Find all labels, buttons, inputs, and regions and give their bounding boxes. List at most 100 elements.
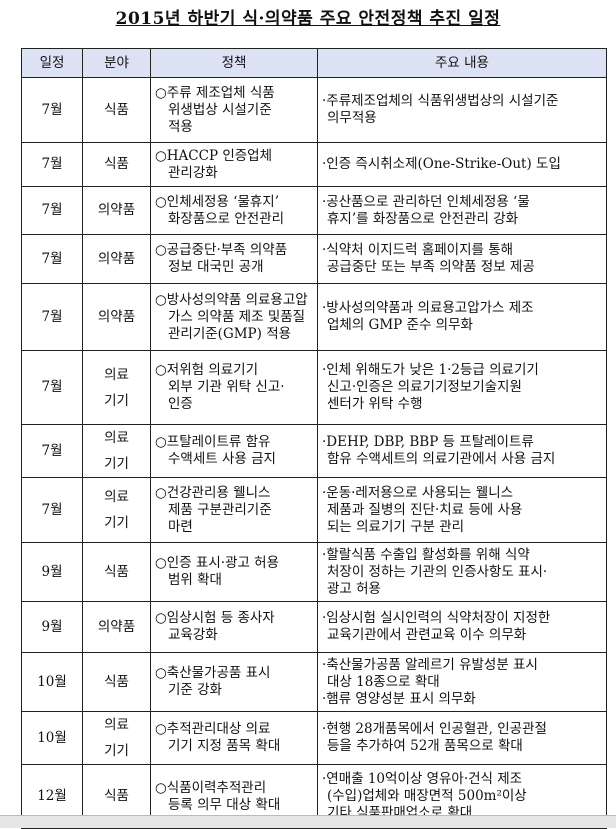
field-line: 식품 — [104, 673, 129, 690]
field-cell: 의약품 — [82, 186, 151, 235]
field-cell: 식품 — [82, 542, 151, 602]
policy-cell: ○인체세정용 ‘물휴지’ 화장품으로 안전관리 — [150, 186, 318, 235]
content-cell: ·주류제조업체의 식품위생법상의 시설기준 의무적용 — [317, 77, 607, 143]
content-line: 신고·인증은 의료기기정보기술지원 — [327, 379, 522, 395]
policy-cell: ○축산물가공품 표시 기준 강화 — [150, 652, 318, 712]
content-line: ·임상시험 실시인력의 식약처장이 지정한 — [322, 610, 551, 626]
content-line: 센터가 위탁 수행 — [327, 396, 423, 412]
policy-line: 관리강화 — [168, 164, 218, 181]
content-line: ·인증 즉시취소제(One-Strike-Out) 도입 — [322, 156, 561, 172]
content-line: 교육기관에서 관련교육 이수 의무화 — [327, 627, 527, 643]
field-cell: 식품 — [82, 142, 151, 187]
header-date: 일정 — [21, 48, 83, 78]
policy-line: 적용 — [168, 118, 193, 135]
table-row: 7월 의약품 ○인체세정용 ‘물휴지’ 화장품으로 안전관리 ·공산품으로 관리하던 인… — [21, 186, 607, 235]
table-row: 7월 식품 ○HACCP 인증업체 관리강화 ·인증 즉시취소제(One-Strike-… — [21, 142, 607, 187]
policy-line: 기준 강화 — [168, 682, 222, 698]
field-line: 의료 — [104, 489, 129, 505]
policy-line: 등록 의무 대상 확대 — [168, 796, 281, 813]
field-line: 의료 — [104, 430, 129, 446]
content-line: ·운동·레저용으로 사용되는 웰니스 — [322, 484, 514, 501]
policy-line: ○추적관리대상 의료 — [155, 721, 271, 737]
field-cell: 의약품 — [82, 234, 151, 284]
table-row: 7월 의약품 ○공급중단·부족 의약품 정보 대국민 공개 ·식약처 이지드럭 홈페이지… — [21, 234, 607, 284]
field-line: 식품 — [104, 101, 129, 118]
field-line: 식품 — [104, 156, 129, 172]
policy-line: 정보 대국민 공개 — [168, 259, 264, 275]
policy-cell: ○프탈레이트류 함유 수액세트 사용 금지 — [150, 424, 318, 478]
date-text: 10월 — [37, 673, 67, 690]
policy-line: ○주류 제조업체 식품 — [155, 84, 275, 101]
date-cell: 7월 — [21, 234, 83, 284]
document-title: 2015년 하반기 식·의약품 주요 안전정책 추진 일정 — [115, 9, 501, 29]
policy-line: 마련 — [168, 518, 193, 535]
policy-line: 범위 확대 — [168, 572, 222, 588]
content-cell: ·식약처 이지드럭 홈페이지를 통해 공급중단 또는 부족 의약품 정보 제공 — [317, 234, 607, 284]
policy-cell: ○주류 제조업체 식품 위생법상 시설기준 적용 — [150, 77, 318, 143]
policy-line: ○식품이력추적관리 — [155, 779, 267, 796]
field-line: 식품 — [104, 788, 129, 804]
content-line: ·축산물가공품 알레르기 유발성분 표시 — [322, 656, 538, 673]
field-line: 의약품 — [97, 250, 136, 267]
bottom-scroll-area — [0, 815, 616, 828]
content-cell: ·인증 즉시취소제(One-Strike-Out) 도입 — [317, 142, 607, 187]
content-line: ·햄류 영양성분 표시 의무화 — [322, 690, 476, 707]
policy-line: ○인체세정용 ‘물휴지’ — [155, 193, 280, 210]
policy-line: ○프탈레이트류 함유 — [155, 434, 271, 450]
content-line: 등을 추가하여 52개 품목으로 확대 — [327, 738, 523, 754]
content-cell: ·공산품으로 관리하던 인체세정용 ‘물 휴지’를 화장품으로 안전관리 강화 — [317, 186, 607, 235]
content-line: ·인체 위해도가 낮은 1·2등급 의료기기 — [322, 362, 539, 378]
table-row: 7월 의료 기기 ○프탈레이트류 함유 수액세트 사용 금지 ·DEHP, DBP, BB… — [21, 424, 607, 478]
policy-line: ○축산물가공품 표시 — [155, 665, 271, 681]
content-cell: ·운동·레저용으로 사용되는 웰니스 제품과 질병의 진단·치료 등에 사용 되는 … — [317, 477, 607, 543]
date-cell: 10월 — [21, 652, 83, 712]
content-line: 되는 의료기기 구분 관리 — [327, 518, 465, 535]
field-cell: 의약품 — [82, 283, 151, 351]
policy-line: 인증 — [168, 396, 193, 412]
field-cell: 의약품 — [82, 601, 151, 653]
content-line: ·DEHP, DBP, BBP 등 프탈레이트류 — [322, 434, 534, 450]
content-line: ·식약처 이지드럭 홈페이지를 통해 — [322, 242, 514, 258]
policy-line: 화장품으로 안전관리 — [168, 210, 285, 227]
policy-line: ○방사성의약품 의료용고압 — [155, 291, 308, 308]
field-cell: 식품 — [82, 77, 151, 143]
policy-line: ○임상시험 등 종사자 — [155, 610, 275, 626]
date-cell: 7월 — [21, 477, 83, 543]
content-line: 제품과 질병의 진단·치료 등에 사용 — [327, 501, 523, 518]
table-row: 7월 의료 기기 ○건강관리용 웰니스 제품 구분관리기준 마련 ·운동·레저용으로 사용되… — [21, 477, 607, 543]
policy-cell: ○저위험 의료기기 외부 기관 위탁 신고· 인증 — [150, 350, 318, 425]
table-row: 7월 식품 ○주류 제조업체 식품 위생법상 시설기준 적용 ·주류제조업체의 식품위생법… — [21, 77, 607, 143]
date-cell: 7월 — [21, 350, 83, 425]
content-line: ·방사성의약품과 의료용고압가스 제조 — [322, 300, 534, 316]
date-text: 9월 — [41, 618, 63, 635]
date-text: 12월 — [37, 788, 67, 804]
policy-line: ○HACCP 인증업체 — [155, 147, 273, 164]
policy-line: 가스 의약품 제조 및품질 — [168, 308, 306, 325]
policy-cell: ○건강관리용 웰니스 제품 구분관리기준 마련 — [150, 477, 318, 543]
table-row: 9월 의약품 ○임상시험 등 종사자 교육강화 ·임상시험 실시인력의 식약처장이 지정… — [21, 601, 607, 653]
content-line: 광고 허용 — [327, 580, 381, 597]
field-cell: 식품 — [82, 652, 151, 712]
table-header-row: 일정 분야 정책 주요 내용 — [21, 48, 607, 78]
policy-line: ○건강관리용 웰니스 — [155, 484, 271, 501]
field-line: 의약품 — [97, 202, 136, 218]
content-line: 처장이 정하는 기관의 인증사항도 표시· — [327, 563, 548, 580]
date-text: 7월 — [41, 379, 63, 395]
content-cell: ·할랄식품 수출입 활성화를 위해 식약 처장이 정하는 기관의 인증사항도 표시… — [317, 542, 607, 602]
policy-cell: ○공급중단·부족 의약품 정보 대국민 공개 — [150, 234, 318, 284]
content-cell: ·현행 28개품목에서 인공혈관, 인공관절 등을 추가하여 52개 품목으로 확… — [317, 711, 607, 765]
date-cell: 10월 — [21, 711, 83, 765]
policy-line: 기기 지정 품목 확대 — [168, 738, 281, 754]
field-line: 식품 — [104, 563, 129, 580]
content-line: 함유 수액세트의 의료기관에서 사용 금지 — [327, 451, 556, 467]
date-text: 7월 — [41, 308, 63, 325]
policy-line: ○인증 표시·광고 허용 — [155, 555, 280, 571]
field-line: 의약품 — [97, 618, 136, 635]
field-cell: 의료 기기 — [82, 477, 151, 543]
content-line: 업체의 GMP 준수 의무화 — [327, 317, 473, 333]
header-content: 주요 내용 — [317, 48, 607, 78]
policy-cell: ○추적관리대상 의료 기기 지정 품목 확대 — [150, 711, 318, 765]
policy-cell: ○방사성의약품 의료용고압 가스 의약품 제조 및품질 관리기준(GMP) 적용 — [150, 283, 318, 351]
policy-cell: ○임상시험 등 종사자 교육강화 — [150, 601, 318, 653]
field-line: 의료 — [104, 717, 129, 733]
